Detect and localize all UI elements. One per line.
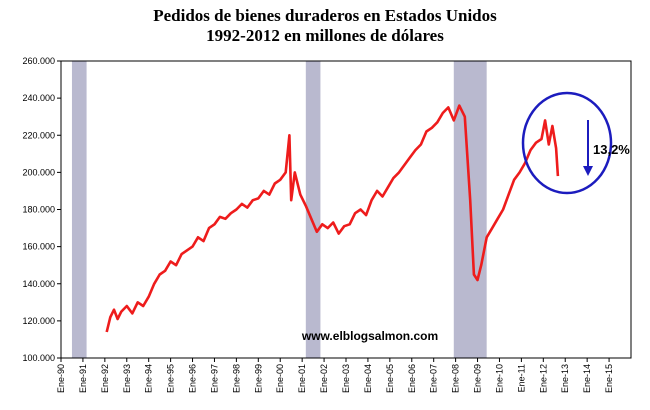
y-tick-label: 180.000	[22, 205, 55, 215]
x-tick-label: Ene-93	[122, 364, 132, 393]
y-tick-label: 120.000	[22, 316, 55, 326]
x-tick-label: Ene-98	[231, 364, 241, 393]
x-axis: Ene-90 Ene-91 Ene-92 Ene-93 Ene-94 Ene-95 Ene-…	[56, 358, 614, 393]
series-line	[105, 104, 560, 333]
x-tick-label: Ene-92	[100, 364, 110, 393]
y-tick-label: 220.000	[22, 130, 55, 140]
highlight-circle	[521, 91, 613, 195]
x-tick-label: Ene-95	[166, 364, 176, 393]
x-tick-label: Ene-05	[385, 364, 395, 393]
recession-band-2	[305, 61, 321, 358]
decline-percent: 13,2%	[593, 142, 630, 157]
y-tick-label: 100.000	[22, 353, 55, 363]
x-tick-label: Ene-10	[494, 364, 504, 393]
x-tick-label: Ene-91	[78, 364, 88, 393]
x-tick-label: Ene-06	[407, 364, 417, 393]
y-tick-label: 260.000	[22, 56, 55, 66]
x-tick-label: Ene-02	[319, 364, 329, 393]
x-tick-label: Ene-07	[429, 364, 439, 393]
recession-bands	[71, 61, 487, 358]
chart-title: Pedidos de bienes duraderos en Estados U…	[153, 6, 497, 25]
chart-title-block: Pedidos de bienes duraderos en Estados U…	[0, 6, 650, 46]
x-tick-label: Ene-04	[363, 364, 373, 393]
x-tick-label: Ene-14	[582, 364, 592, 393]
x-tick-label: Ene-94	[144, 364, 154, 393]
y-axis: 100.000 120.000 140.000 160.000 180.000 200.0…	[22, 56, 61, 363]
decline-arrowhead	[583, 166, 593, 176]
x-tick-label: Ene-11	[516, 364, 526, 392]
y-tick-label: 160.000	[22, 242, 55, 252]
plot-frame	[60, 60, 632, 359]
x-tick-label: Ene-99	[253, 364, 263, 393]
x-tick-label: Ene-12	[538, 364, 548, 393]
x-tick-label: Ene-90	[56, 364, 66, 393]
y-tick-label: 140.000	[22, 279, 55, 289]
chart-subtitle: 1992-2012 en millones de dólares	[206, 26, 444, 45]
x-tick-label: Ene-13	[560, 364, 570, 393]
x-tick-label: Ene-09	[473, 364, 483, 393]
y-tick-label: 200.000	[22, 167, 55, 177]
watermark-text: www.elblogsalmon.com	[301, 329, 438, 343]
recession-band-1	[71, 61, 87, 358]
x-tick-label: Ene-08	[451, 364, 461, 393]
x-tick-label: Ene-01	[297, 364, 307, 393]
y-tick-label: 240.000	[22, 93, 55, 103]
x-tick-label: Ene-03	[341, 364, 351, 393]
x-tick-label: Ene-96	[188, 364, 198, 393]
x-tick-label: Ene-15	[604, 364, 614, 393]
x-tick-label: Ene-97	[209, 364, 219, 393]
x-tick-label: Ene-00	[275, 364, 285, 393]
